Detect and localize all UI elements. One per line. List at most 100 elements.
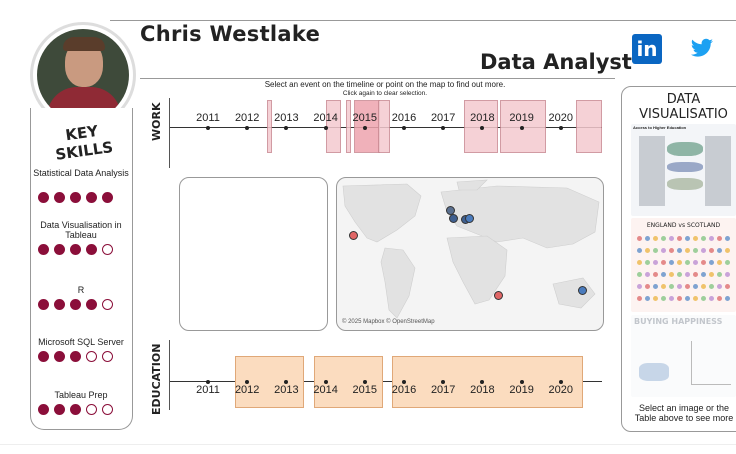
education-axis-line: [169, 340, 170, 410]
chart-dot: [669, 260, 674, 265]
gallery-image-1[interactable]: Access to Higher Education: [631, 124, 736, 216]
chart-dot: [693, 284, 698, 289]
chart-dot: [653, 296, 658, 301]
work-event[interactable]: [576, 100, 602, 153]
work-label: WORK: [150, 102, 163, 141]
map-point[interactable]: [349, 231, 358, 240]
linkedin-icon[interactable]: in: [632, 34, 662, 64]
chart-dot: [717, 248, 722, 253]
chart-dot: [645, 248, 650, 253]
chart-dot: [717, 260, 722, 265]
gallery-title: DATA VISUALISATIO: [639, 92, 728, 122]
chart-dot: [637, 260, 642, 265]
work-year-label: 2012: [234, 112, 260, 124]
chart-dot: [661, 248, 666, 253]
map-point[interactable]: [449, 214, 458, 223]
timeline-subinstruction: Click again to clear selection.: [342, 90, 428, 97]
work-event[interactable]: [354, 100, 380, 153]
work-year-label: 2016: [391, 112, 417, 124]
gallery-image-3[interactable]: BUYING HAPPINESS: [631, 315, 736, 397]
education-year-label: 2011: [196, 384, 220, 396]
chart-dot: [717, 296, 722, 301]
work-axis-line: [169, 98, 170, 168]
rating-dot-filled: [70, 351, 81, 362]
chart-dot: [637, 272, 642, 277]
work-event[interactable]: [378, 100, 390, 153]
education-year-label: 2015: [352, 384, 378, 396]
chart-dot: [677, 260, 682, 265]
chart-dot: [645, 260, 650, 265]
education-year-label: 2018: [470, 384, 495, 396]
work-tick: [558, 125, 563, 130]
chart-dot: [685, 284, 690, 289]
education-year-label: 2013: [274, 384, 299, 396]
gallery-image-2[interactable]: ENGLAND vs SCOTLAND: [631, 218, 736, 312]
education-event[interactable]: [314, 356, 383, 408]
work-tick: [362, 125, 367, 130]
chart-dot: [725, 296, 730, 301]
chart-dot: [693, 236, 698, 241]
work-event[interactable]: [346, 100, 351, 153]
education-year-label: 2019: [509, 384, 534, 396]
skill-name: Tableau Prep: [54, 390, 108, 400]
job-title: Data Analyst: [480, 50, 632, 74]
chart-dot: [717, 284, 722, 289]
chart-dot: [669, 272, 674, 277]
rating-dot-filled: [38, 404, 49, 415]
chart-dot: [693, 260, 698, 265]
chart-dot: [701, 236, 706, 241]
world-map[interactable]: © 2025 Mapbox © OpenStreetMap: [336, 177, 604, 331]
education-tick: [245, 379, 250, 384]
map-point[interactable]: [494, 291, 503, 300]
map-point[interactable]: [465, 214, 474, 223]
rating-dot-filled: [70, 404, 81, 415]
bottom-divider: [0, 444, 736, 445]
chart-dot: [725, 284, 730, 289]
rating-dot-filled: [54, 404, 65, 415]
chart-dot: [725, 260, 730, 265]
skill-name: Statistical Data Analysis: [33, 168, 129, 178]
education-tick: [558, 379, 563, 384]
timeline-instruction: Select an event on the timeline or point…: [264, 80, 506, 89]
chart-dot: [661, 260, 666, 265]
chart-dot: [637, 248, 642, 253]
chart-dot: [701, 260, 706, 265]
rating-dot-empty: [86, 351, 97, 362]
chart-dot: [709, 260, 714, 265]
chart-dot: [685, 260, 690, 265]
map-point[interactable]: [578, 286, 587, 295]
rating-dot-filled: [86, 244, 97, 255]
work-year-label: 2019: [509, 112, 534, 124]
chart-dot: [701, 272, 706, 277]
chart-dot: [661, 296, 666, 301]
work-event[interactable]: [326, 100, 341, 153]
header-rule-lower: [140, 78, 615, 79]
chart-dot: [693, 296, 698, 301]
education-event[interactable]: [235, 356, 304, 408]
work-event[interactable]: [267, 100, 272, 153]
chart-dot: [645, 272, 650, 277]
chart-dot: [701, 248, 706, 253]
skill-name: Microsoft SQL Server: [38, 337, 124, 347]
rating-dot-filled: [70, 244, 81, 255]
education-event[interactable]: [392, 356, 583, 408]
education-label: EDUCATION: [150, 343, 163, 415]
chart-dot: [637, 296, 642, 301]
education-tick: [441, 379, 446, 384]
chart-dot: [677, 248, 682, 253]
rating-dot-empty: [102, 351, 113, 362]
skills-panel: [30, 108, 133, 430]
twitter-icon[interactable]: [690, 38, 714, 60]
work-tick: [323, 125, 328, 130]
chart-dot: [661, 272, 666, 277]
rating-dot-filled: [38, 351, 49, 362]
work-tick: [245, 125, 250, 130]
skill-rating: [38, 299, 113, 310]
chart-dot: [653, 284, 658, 289]
work-year-label: 2020: [548, 112, 574, 124]
education-year-label: 2014: [313, 384, 338, 396]
map-attribution: © 2025 Mapbox © OpenStreetMap: [342, 319, 435, 325]
chart-dot: [701, 284, 706, 289]
header-rule: [110, 20, 736, 21]
rating-dot-filled: [102, 192, 113, 203]
